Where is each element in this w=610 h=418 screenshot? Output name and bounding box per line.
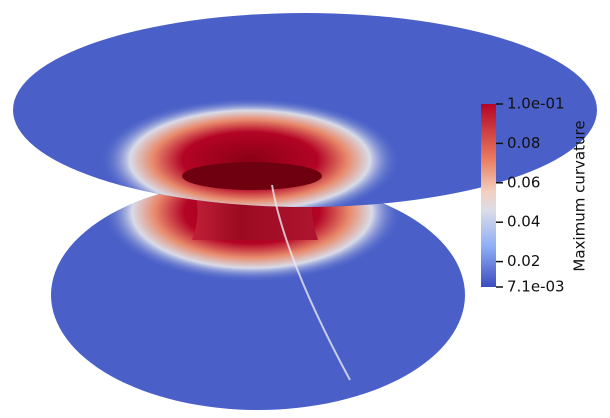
colorbar-title: Maximum curvature xyxy=(571,120,589,271)
render-view: Maximum curvature 1.0e-01 0.08 0.06 0.04 0.0… xyxy=(0,0,610,418)
tick-label: 0.02 xyxy=(507,252,540,270)
hole xyxy=(182,162,322,190)
tick-label: 0.04 xyxy=(507,213,540,231)
surface xyxy=(13,13,597,410)
tick-label: 1.0e-01 xyxy=(507,95,565,113)
tick-label: 7.1e-03 xyxy=(507,278,565,296)
tick-label: 0.06 xyxy=(507,173,540,191)
colorbar xyxy=(481,104,496,287)
tick-label: 0.08 xyxy=(507,134,540,152)
